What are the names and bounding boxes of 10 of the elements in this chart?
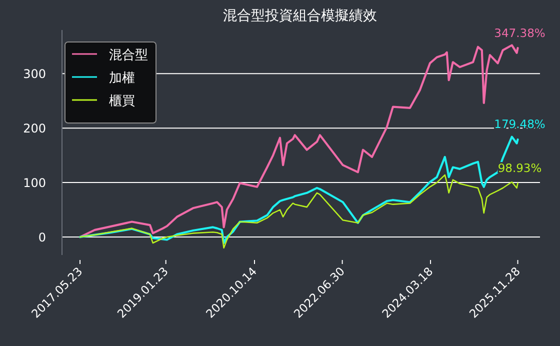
annotation: 179.48% (494, 117, 546, 132)
legend-label: 加權 (109, 71, 135, 86)
legend-label: 櫃買 (109, 94, 135, 109)
annotation: 347.38% (494, 26, 546, 40)
y-tick-label: 0 (38, 230, 46, 245)
y-tick-label: 300 (23, 67, 46, 82)
y-tick-label: 200 (23, 122, 46, 136)
legend-label: 混合型 (109, 48, 148, 63)
title: 混合型投資組合模擬績效 (223, 8, 377, 24)
y-tick-label: 100 (23, 176, 46, 190)
